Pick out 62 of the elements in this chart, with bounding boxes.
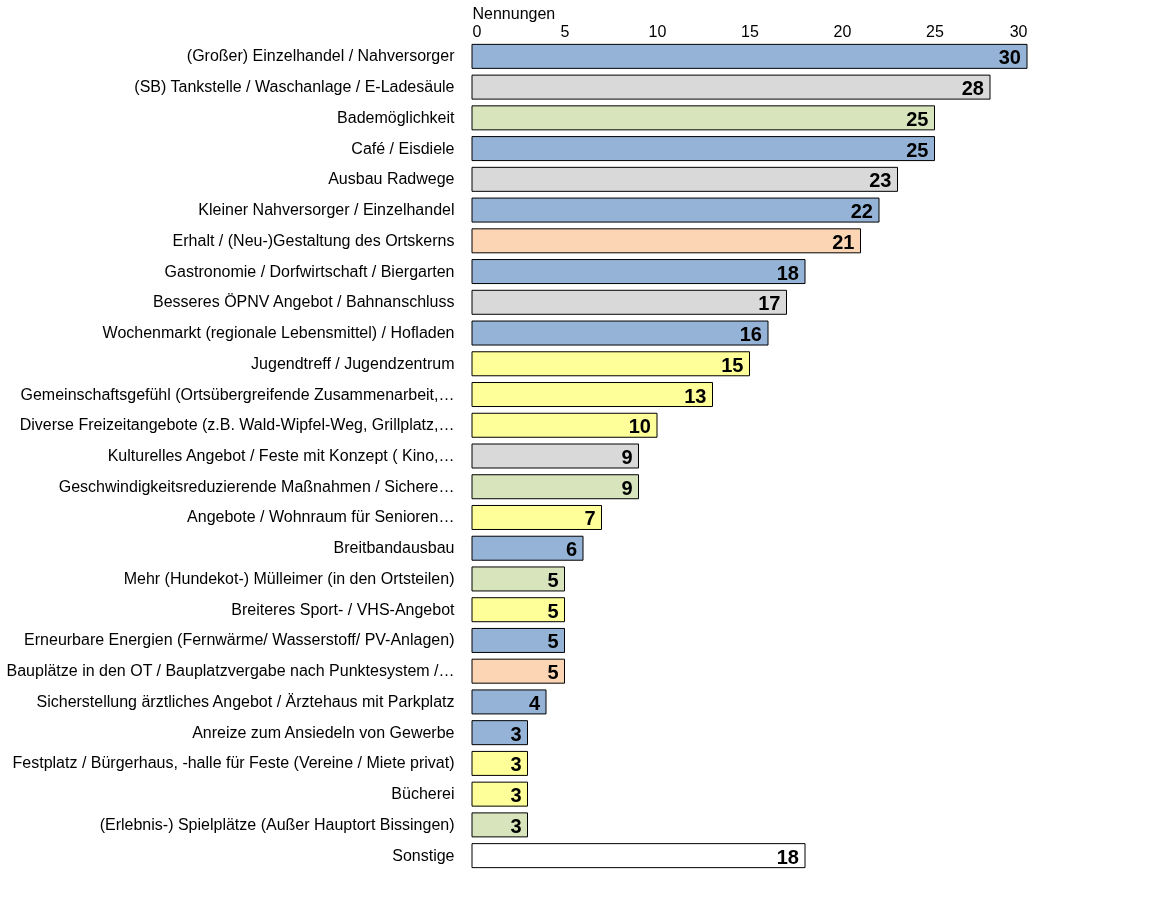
data-label: 3 — [510, 814, 522, 837]
y-tick-label: (SB) Tankstelle / Waschanlage / E-Ladesäule — [134, 78, 455, 96]
y-tick-label: Breitbandausbau — [333, 539, 455, 557]
y-tick-label: Festplatz / Bürgerhaus, -halle für Feste (Vereine / Miete privat) — [12, 754, 455, 772]
y-tick-label: Besseres ÖPNV Angebot / Bahnanschluss — [152, 293, 455, 311]
data-label: 22 — [850, 200, 873, 223]
data-label: 5 — [547, 630, 559, 653]
y-tick-label: Bademöglichkeit — [337, 108, 456, 126]
y-tick-label: Angebote / Wohnraum für Senioren… — [187, 508, 455, 526]
y-tick-label: Geschwindigkeitsreduzierende Maßnahmen / Sichere… — [58, 477, 455, 495]
y-tick-label: (Erlebnis-) Spielplätze (Außer Hauptort Bissingen) — [99, 815, 455, 833]
y-tick-label: Erneurbare Energien (Fernwärme/ Wasserstoff/ PV-Anlagen) — [24, 631, 455, 649]
data-label: 5 — [547, 599, 559, 622]
data-label: 9 — [621, 446, 633, 468]
data-label: 21 — [832, 230, 855, 253]
y-tick-label: Sicherstellung ärztliches Angebot / Ärztehaus mit Parkplatz — [36, 692, 455, 710]
y-tick-label: Sonstige — [392, 846, 455, 864]
data-label: 13 — [684, 384, 707, 407]
y-tick-label: Anreize zum Ansiedeln von Gewerbe — [192, 723, 455, 741]
x-tick-label: 0 — [472, 22, 482, 40]
data-label: 23 — [869, 169, 892, 192]
data-label: 25 — [906, 107, 929, 130]
x-tick-label: 20 — [833, 22, 852, 40]
data-label: 10 — [628, 415, 651, 438]
y-tick-label: Ausbau Radwege — [328, 170, 455, 188]
x-tick-label: 10 — [648, 22, 667, 40]
y-tick-label: Café / Eisdiele — [351, 139, 455, 157]
data-label: 15 — [721, 353, 744, 376]
y-tick-label: Diverse Freizeitangebote (z.B. Wald-Wipfel-Weg, Grillplatz,… — [19, 416, 455, 434]
y-tick-label: Gastronomie / Dorfwirtschaft / Biergarten — [164, 262, 455, 280]
x-tick-label: 15 — [741, 22, 759, 40]
data-label: 3 — [510, 753, 522, 776]
data-label: 3 — [510, 722, 522, 745]
data-label: 18 — [776, 845, 799, 868]
y-tick-label: Wochenmarkt (regionale Lebensmittel) / Hofladen — [102, 324, 455, 342]
y-tick-label: Mehr (Hundekot-) Mülleimer (in den Ortsteilen) — [123, 569, 455, 587]
x-tick-label: 25 — [926, 22, 944, 40]
data-label: 3 — [510, 784, 522, 807]
y-tick-label: (Großer) Einzelhandel / Nahversorger — [186, 47, 456, 65]
data-label: 18 — [776, 261, 799, 284]
y-tick-label: Jugendtreff / Jugendzentrum — [251, 354, 455, 372]
x-tick-label: 30 — [1009, 22, 1028, 40]
data-label: 5 — [547, 661, 559, 684]
data-label: 7 — [584, 507, 596, 530]
data-label: 9 — [621, 476, 633, 499]
data-label: 25 — [906, 138, 929, 161]
y-tick-label: Bauplätze in den OT / Bauplatzvergabe nach Punktesystem /… — [6, 662, 455, 680]
y-tick-label: Gemeinschaftsgefühl (Ortsübergreifende Zusammenarbeit,… — [20, 385, 455, 403]
data-label: 28 — [961, 77, 984, 100]
y-tick-label: Kulturelles Angebot / Feste mit Konzept ( Kino,… — [107, 447, 455, 464]
y-tick-label: Kleiner Nahversorger / Einzelhandel — [198, 201, 455, 219]
data-label: 17 — [758, 292, 781, 315]
y-tick-label: Breiteres Sport- / VHS-Angebot — [231, 600, 456, 618]
data-label: 6 — [565, 538, 577, 561]
data-label: 30 — [998, 46, 1021, 69]
data-label: 5 — [547, 568, 559, 591]
x-tick-label: 5 — [560, 22, 570, 40]
y-tick-label: Bücherei — [391, 785, 455, 803]
x-axis-title: Nennungen — [472, 4, 556, 22]
data-label: 4 — [528, 691, 541, 714]
y-tick-label: Erhalt / (Neu-)Gestaltung des Ortskerns — [172, 231, 455, 249]
data-label: 16 — [739, 323, 762, 346]
